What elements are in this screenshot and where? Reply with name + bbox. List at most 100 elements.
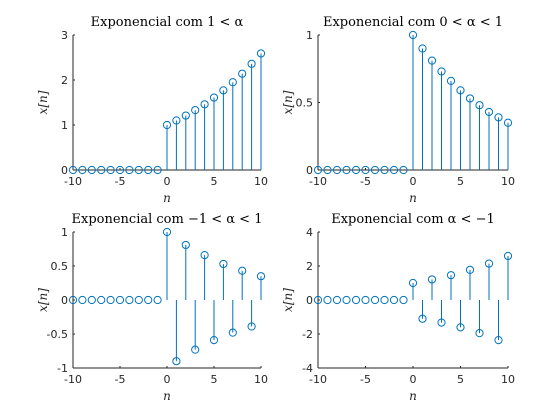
stem-marker	[494, 113, 503, 122]
y-tick-label: -4	[302, 362, 313, 375]
stem-marker	[370, 295, 380, 305]
y-tick-label: 1	[61, 119, 68, 132]
y-tick-label: 4	[306, 226, 313, 239]
x-tick-label: 0	[164, 175, 171, 188]
stem-marker	[408, 30, 418, 40]
stem-marker	[144, 295, 153, 305]
stem-marker	[228, 78, 237, 87]
stem-marker	[162, 120, 172, 130]
subplot-title: Exponencial com −1 < α < 1	[72, 212, 263, 227]
stem-marker	[172, 116, 181, 125]
stem-marker	[228, 328, 237, 337]
stem-marker	[475, 101, 484, 110]
stem-marker	[256, 49, 266, 58]
stem-marker	[503, 118, 513, 127]
stem-marker	[399, 165, 408, 175]
stem-marker	[78, 295, 87, 305]
stem-marker	[351, 165, 361, 175]
stem-marker	[503, 251, 513, 261]
stem-marker	[181, 240, 190, 250]
stem-marker	[115, 295, 125, 305]
stem-marker	[446, 271, 456, 280]
subplot-title: Exponencial com 1 < α	[91, 15, 244, 30]
subplot-3: -10 -5 0 5 10 -1 -0.5 0 0.5 1 Exponencial com −1 <…	[36, 212, 268, 403]
stem-marker	[361, 165, 370, 175]
stem-marker	[125, 295, 134, 305]
y-tick-label: 1	[61, 226, 68, 239]
stem-marker	[144, 165, 153, 175]
stem-marker	[238, 69, 247, 78]
stem-marker	[408, 278, 418, 288]
stem-marker	[389, 295, 399, 305]
y-tick-label: 2	[306, 260, 313, 273]
y-tick-label: 1	[306, 29, 313, 42]
y-axis-label: x[n]	[281, 288, 295, 312]
x-tick-label: -10	[309, 373, 327, 386]
stem-marker	[323, 165, 332, 175]
stem-marker	[418, 314, 427, 323]
stem-marker	[332, 295, 342, 305]
stem-marker	[484, 107, 494, 117]
stem-marker	[313, 295, 323, 305]
y-tick-label: -2	[302, 328, 313, 341]
subplot-title: Exponencial com 0 < α < 1	[323, 15, 503, 30]
stem-marker	[191, 106, 200, 115]
x-tick-label: -5	[115, 373, 126, 386]
stem-marker	[115, 165, 125, 175]
stem-marker	[361, 295, 370, 305]
x-tick-label: -5	[115, 175, 126, 188]
y-axis-label: x[n]	[36, 288, 50, 312]
stem-marker	[380, 295, 389, 305]
y-axis-label: x[n]	[281, 90, 295, 114]
stem-marker	[97, 165, 106, 175]
stem-marker	[162, 227, 172, 237]
x-tick-label: 10	[501, 373, 515, 386]
stem-marker	[181, 111, 190, 120]
y-tick-label: 0.5	[51, 260, 69, 273]
y-tick-label: 0	[306, 164, 313, 177]
stem-marker	[153, 295, 162, 305]
stem-marker	[191, 345, 200, 354]
stem-marker	[437, 67, 446, 76]
stem-marker	[351, 295, 361, 305]
x-tick-label: 5	[211, 373, 218, 386]
y-tick-label: 0	[61, 164, 68, 177]
x-axis-label: n	[163, 389, 171, 403]
stem-marker	[313, 165, 323, 175]
x-tick-label: 10	[501, 175, 515, 188]
stem-marker	[87, 295, 96, 305]
stem-marker	[484, 259, 494, 268]
stem-marker	[427, 56, 437, 65]
stem-marker	[446, 76, 456, 86]
x-tick-label: -10	[309, 175, 327, 188]
stem-marker	[134, 165, 143, 175]
stem-marker	[437, 318, 446, 327]
x-tick-label: 0	[410, 373, 417, 386]
stem-marker	[418, 44, 427, 53]
x-tick-label: -5	[360, 175, 371, 188]
stem-marker	[200, 251, 209, 260]
x-tick-label: 0	[410, 175, 417, 188]
stem-marker	[380, 165, 389, 175]
stem-marker	[106, 295, 115, 305]
stem-marker	[172, 357, 181, 366]
stem-marker	[153, 165, 162, 175]
x-tick-label: -5	[360, 373, 371, 386]
x-axis-label: n	[409, 191, 417, 205]
stem-marker	[427, 275, 437, 284]
x-tick-label: -10	[64, 175, 82, 188]
x-tick-label: 0	[164, 373, 171, 386]
stem-marker	[456, 86, 465, 95]
x-tick-label: 5	[457, 175, 464, 188]
stem-marker	[219, 259, 228, 269]
stem-marker	[475, 329, 484, 338]
stem-marker	[399, 295, 408, 305]
stem-marker	[370, 165, 380, 175]
stem-marker	[389, 165, 399, 175]
stem-marker	[209, 93, 219, 102]
stem-marker	[247, 322, 256, 331]
y-tick-label: 0	[306, 294, 313, 307]
stem-marker	[323, 295, 332, 305]
